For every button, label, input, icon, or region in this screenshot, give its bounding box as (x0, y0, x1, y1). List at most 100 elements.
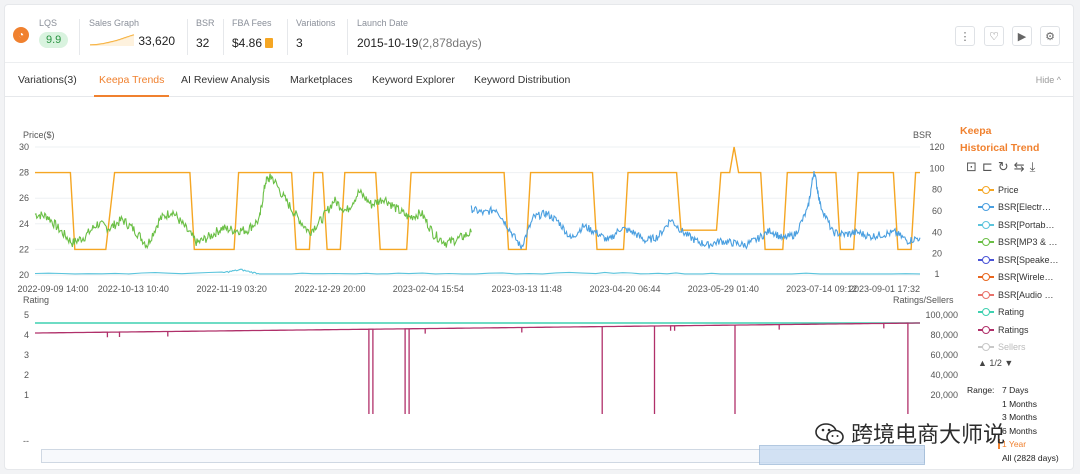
y2-tick-label: 80 (932, 185, 942, 195)
product-header: ◔ LQS 9.9 Sales Graph 33,620 BSR 32 FBA … (5, 5, 1073, 63)
x-tick-label: 2023-07-14 09:12 (786, 284, 857, 294)
tab-ai-review-analysis[interactable]: AI Review Analysis (181, 74, 270, 86)
legend-title-historical: Historical Trend (960, 142, 1040, 154)
video-icon[interactable]: ▶ (1012, 26, 1032, 46)
range-option[interactable]: 1 Year (998, 439, 1026, 449)
legend-marker-icon (978, 342, 994, 352)
legend-label: Sellers (998, 342, 1026, 353)
lqs-badge: 9.9 (39, 32, 69, 48)
legend-marker-icon (978, 185, 994, 195)
more-icon[interactable]: ⋮ (955, 26, 975, 46)
watermark: 跨境电商大师说 (815, 417, 1005, 449)
tab-bar: Variations(3) Keepa Trends AI Review Ana… (5, 63, 1073, 97)
y-tick-label: 1 (24, 390, 29, 400)
tab-keepa-trends[interactable]: Keepa Trends (94, 63, 170, 97)
refresh-icon[interactable]: ↻ (997, 159, 1014, 174)
sales-sparkline-icon (89, 34, 135, 46)
legend-title-keepa: Keepa (960, 125, 992, 137)
legend-item[interactable]: BSR[Speake… (960, 251, 1070, 269)
y-tick-label: 24 (19, 219, 29, 229)
amazon-smile-icon: ◔ (13, 27, 29, 43)
x-tick-label: 2022-09-09 14:00 (17, 284, 88, 294)
legend-marker-icon (978, 272, 994, 282)
tab-variations[interactable]: Variations(3) (18, 74, 77, 86)
legend-label: BSR[Portab… (998, 219, 1055, 230)
y2-tick-label: 20 (932, 249, 942, 259)
legend-marker-icon (978, 220, 994, 230)
fba-fees-value: $4.86 (232, 36, 263, 50)
fba-fees-label: FBA Fees (232, 18, 272, 28)
y-tick-label: 26 (19, 193, 29, 203)
legend-item[interactable]: BSR[Portab… (960, 216, 1070, 234)
divider (347, 19, 348, 55)
y2-tick-label: 1 (934, 269, 939, 279)
y-tick-label: -- (23, 436, 29, 446)
legend-marker-icon (978, 290, 994, 300)
divider (287, 19, 288, 55)
range-option[interactable]: 6 Months (1002, 425, 1037, 436)
y-tick-label: 2 (24, 370, 29, 380)
x-tick-label: 2023-09-01 17:32 (849, 284, 920, 294)
legend-item[interactable]: Rating (960, 304, 1070, 322)
divider (79, 19, 80, 55)
hide-toggle[interactable]: Hide ^ (1035, 75, 1061, 85)
divider (223, 19, 224, 55)
x-tick-label: 2022-10-13 10:40 (98, 284, 169, 294)
launch-days: (2,878days) (418, 36, 482, 50)
bsr-portable-line (34, 268, 921, 275)
download-icon[interactable]: ⤓ (1029, 159, 1041, 174)
y2-axis-title: Ratings/Sellers (893, 295, 954, 305)
variations-metric: Variations 3 (296, 18, 335, 50)
tab-marketplaces[interactable]: Marketplaces (290, 74, 353, 86)
x-tick-label: 2023-03-13 11:48 (491, 284, 561, 294)
x-tick-label: 2023-04-20 06:44 (589, 284, 660, 294)
y-axis-title: Price($) (23, 130, 55, 140)
y-tick-label: 20 (19, 270, 29, 280)
heart-icon[interactable]: ♡ (984, 26, 1004, 46)
sales-value: 33,620 (138, 34, 176, 48)
calculator-icon[interactable] (265, 38, 274, 48)
y2-tick-label: 100 (929, 163, 944, 173)
tab-keyword-distribution[interactable]: Keyword Distribution (474, 74, 571, 86)
sales-graph-metric[interactable]: Sales Graph 33,620 (89, 18, 175, 48)
sales-graph-label: Sales Graph (89, 18, 140, 28)
chart-toolbar: ⊡⊏↻⇆⤓ (966, 159, 1070, 175)
settings-icon[interactable]: ⚙ (1040, 26, 1060, 46)
y2-tick-label: 80,000 (930, 330, 958, 340)
lqs-label: LQS (39, 18, 58, 28)
bsr-mp3-line (34, 173, 472, 250)
legend-item[interactable]: Ratings (960, 321, 1070, 339)
legend-item[interactable]: BSR[Electr… (960, 199, 1070, 217)
legend-pager[interactable]: ▲ 1/2 ▼ (978, 358, 1014, 368)
legend-marker-icon (978, 202, 994, 212)
chart-legend: Keepa Historical Trend ⊡⊏↻⇆⤓ Price BSR[El… (960, 125, 1070, 368)
range-option[interactable]: All (2828 days) (1002, 452, 1059, 463)
y-tick-label: 5 (24, 310, 29, 320)
product-panel: ◔ LQS 9.9 Sales Graph 33,620 BSR 32 FBA … (4, 4, 1074, 470)
legend-item[interactable]: BSR[Wirele… (960, 269, 1070, 287)
y2-tick-label: 40 (932, 227, 942, 237)
crop-alt-icon[interactable]: ⊏ (981, 159, 998, 174)
lqs-metric: LQS 9.9 (39, 18, 69, 48)
crop-icon[interactable]: ⊡ (966, 159, 982, 174)
legend-item[interactable]: Sellers (960, 339, 1070, 357)
legend-item[interactable]: BSR[MP3 & … (960, 234, 1070, 252)
bsr-electronics-line (470, 171, 921, 250)
tab-keyword-explorer[interactable]: Keyword Explorer (372, 74, 455, 86)
launch-date-metric: Launch Date 2015-10-19(2,878days) (357, 18, 482, 50)
legend-item[interactable]: Price (960, 181, 1070, 199)
range-option[interactable]: 3 Months (1002, 412, 1037, 422)
range-option[interactable]: 7 Days (1002, 385, 1029, 395)
divider (187, 19, 188, 55)
y-tick-label: 4 (24, 330, 29, 340)
legend-item[interactable]: BSR[Audio … (960, 286, 1070, 304)
range-option[interactable]: 1 Months (1002, 398, 1037, 409)
legend-label: BSR[MP3 & … (998, 237, 1058, 248)
navigator-selection[interactable] (759, 445, 925, 465)
legend-label: BSR[Electr… (998, 202, 1052, 213)
x-tick-label: 2023-05-29 01:40 (688, 284, 759, 294)
range-label: Range: (967, 385, 995, 395)
swap-icon[interactable]: ⇆ (1013, 159, 1030, 174)
bsr-metric: BSR 32 (196, 18, 215, 50)
